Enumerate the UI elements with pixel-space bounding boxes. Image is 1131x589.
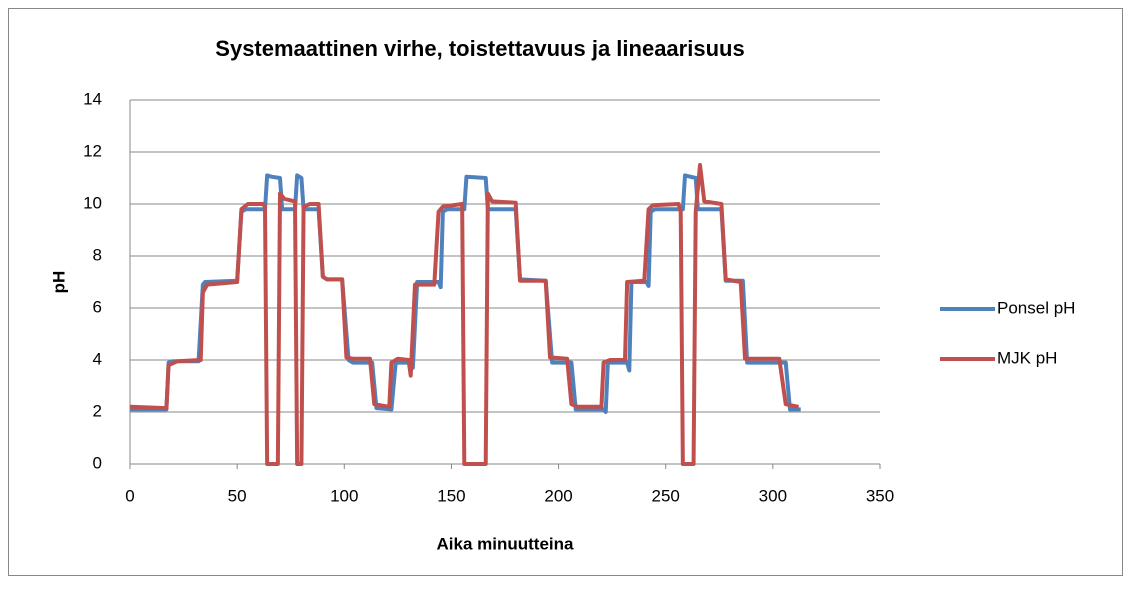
- x-tick-label: 250: [652, 486, 680, 505]
- y-tick-label: 2: [93, 401, 102, 420]
- chart-title: Systemaattinen virhe, toistettavuus ja l…: [215, 36, 744, 61]
- data-line: [130, 173, 801, 414]
- x-tick-label: 350: [866, 486, 894, 505]
- y-axis-label: pH: [49, 271, 68, 294]
- legend-label: Ponsel pH: [997, 298, 1075, 317]
- x-axis-label: Aika minuutteina: [437, 534, 575, 553]
- x-tick-label: 200: [544, 486, 572, 505]
- x-tick-label: 50: [228, 486, 247, 505]
- x-tick-label: 150: [437, 486, 465, 505]
- y-tick-label: 8: [93, 245, 102, 264]
- chart-border: [8, 8, 1123, 576]
- y-tick-label: 14: [83, 89, 102, 108]
- y-tick-label: 10: [83, 193, 102, 212]
- x-tick-label: 300: [759, 486, 787, 505]
- y-tick-label: 12: [83, 141, 102, 160]
- x-tick-label: 100: [330, 486, 358, 505]
- y-tick-label: 0: [93, 453, 102, 472]
- y-tick-label: 6: [93, 297, 102, 316]
- x-tick-label: 0: [125, 486, 134, 505]
- legend-label: MJK pH: [997, 348, 1057, 367]
- data-line: [129, 163, 799, 466]
- y-tick-label: 4: [93, 349, 102, 368]
